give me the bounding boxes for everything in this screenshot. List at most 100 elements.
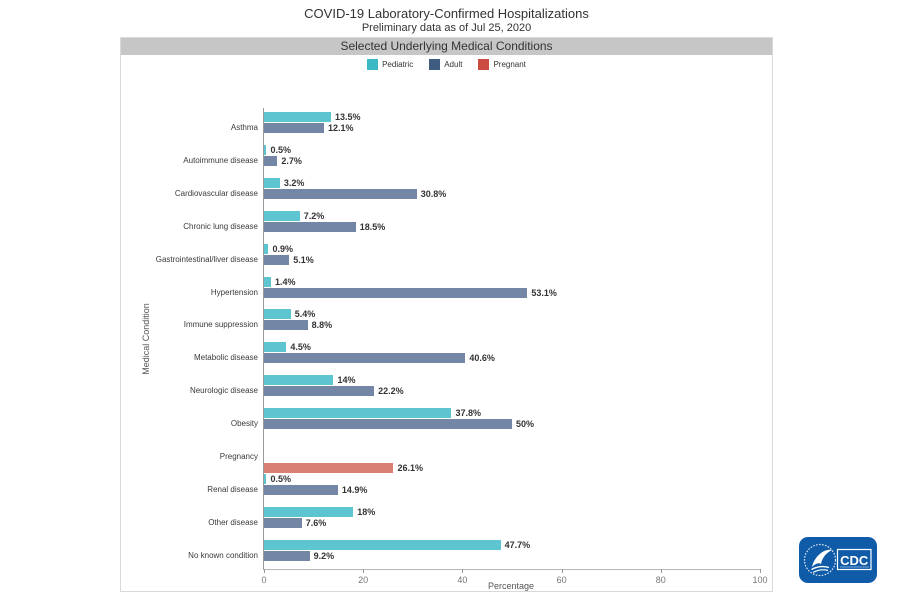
hhs-eagle-icon [812,549,832,567]
bar-pediatric [264,342,287,353]
value-label: 18% [357,506,376,517]
category-label: Cardiovascular disease [174,188,258,198]
chart-panel: Selected Underlying Medical Conditions P… [120,37,773,592]
bar-pediatric [264,112,331,122]
plot-area: Asthma 13.5% 12.1% Autoimmune disease 0.5% 2.… [156,108,768,585]
value-label: 47.7% [504,539,531,550]
bar-adult [264,484,338,495]
value-label: 0.5% [270,144,291,155]
x-axis-title: Percentage [487,581,535,591]
x-axis-tick [462,569,464,573]
bar-adult [264,188,417,199]
value-label: 30.8% [420,188,447,199]
x-axis-tick-label: 20 [358,575,369,585]
legend-label: Pediatric [382,60,414,69]
value-label: 37.8% [455,408,482,419]
bar-adult [264,517,302,528]
bar-pregnant [264,463,394,473]
value-label: 0.5% [270,473,291,484]
bar-adult [264,123,325,133]
category-label: Asthma [230,123,258,132]
category-label: Neurologic disease [189,386,258,396]
value-label: 18.5% [359,221,386,232]
cdc-logo-text: CDC [840,553,869,568]
value-label: 14% [337,375,356,386]
bar-pediatric [264,210,300,221]
cdc-text-box [836,548,872,571]
value-label: 0.9% [272,243,293,254]
bar-pediatric [264,506,354,517]
x-axis-tick-label: 100 [752,575,768,585]
category-label: Metabolic disease [193,353,258,363]
x-axis-tick [561,569,563,573]
value-label: 3.2% [283,177,305,188]
hhs-eagle-stripe [812,569,829,574]
category-label: Other disease [208,517,258,527]
legend-item: Pregnant [478,59,526,70]
bar-adult [264,550,310,561]
bar-adult [264,353,466,364]
legend-item: Adult [429,59,462,70]
value-label: 1.4% [274,276,296,287]
legend-label: Pregnant [493,60,526,69]
legend-swatch-adult [429,59,441,70]
value-label: 14.9% [341,484,368,495]
bar-pediatric [264,473,267,484]
bar-adult [264,221,356,232]
value-label: 8.8% [311,320,333,331]
category-label: Hypertension [210,287,258,297]
bar-pediatric [264,243,269,254]
chart-title: COVID-19 Laboratory-Confirmed Hospitaliz… [304,6,589,21]
value-label: 4.5% [290,342,311,353]
value-label: 5.1% [293,254,314,265]
hhs-seal-ring [803,543,837,577]
bar-pediatric [264,408,452,419]
chart-subtitle: Preliminary data as of Jul 25, 2020 [361,22,532,34]
bar-adult [264,419,512,430]
legend: Pediatric Adult Pregnant [121,59,772,70]
category-label: Renal disease [207,484,258,494]
bar-adult [264,155,278,166]
category-label: Pregnancy [219,452,258,461]
value-label: 2.7% [281,155,302,166]
value-label: 26.1% [397,463,423,473]
y-axis-title: Medical Condition [141,302,152,375]
category-label: Gastrointestinal/liver disease [155,254,258,264]
x-axis-tick [760,569,761,573]
y-axis-title-wrap: Medical Condition [139,108,153,569]
bar-pediatric [264,144,267,155]
legend-label: Adult [444,60,463,69]
bar-pediatric [264,539,501,550]
x-axis-tick-label: 40 [457,575,468,585]
value-label: 9.2% [313,550,335,561]
panel-title: Selected Underlying Medical Conditions [121,38,772,55]
bar-adult [264,254,290,265]
x-axis-tick [264,569,265,573]
cdc-logo: CDC [799,537,877,583]
legend-item: Pediatric [367,59,413,70]
x-axis-tick-label: 0 [261,575,267,585]
bar-adult [264,287,528,298]
value-label: 22.2% [378,386,404,397]
value-label: 13.5% [334,112,361,122]
x-axis-tick [660,569,662,573]
category-label: No known condition [188,550,258,560]
bar-adult [264,386,375,397]
value-label: 40.6% [469,353,495,364]
bar-pediatric [264,375,334,386]
value-label: 7.6% [305,517,327,528]
category-label: Immune suppression [183,320,258,330]
category-label: Chronic lung disease [183,221,258,231]
value-label: 5.4% [294,309,316,320]
bar-pediatric [264,177,280,188]
value-label: 53.1% [531,287,557,298]
legend-swatch-pregnant [478,59,490,70]
x-axis-tick [363,569,365,573]
x-axis-tick-label: 60 [556,575,567,585]
legend-swatch-pediatric [367,59,379,70]
category-label: Obesity [230,419,258,429]
bar-pediatric [264,276,271,287]
value-label: 12.1% [328,123,354,133]
value-label: 7.2% [303,210,325,221]
